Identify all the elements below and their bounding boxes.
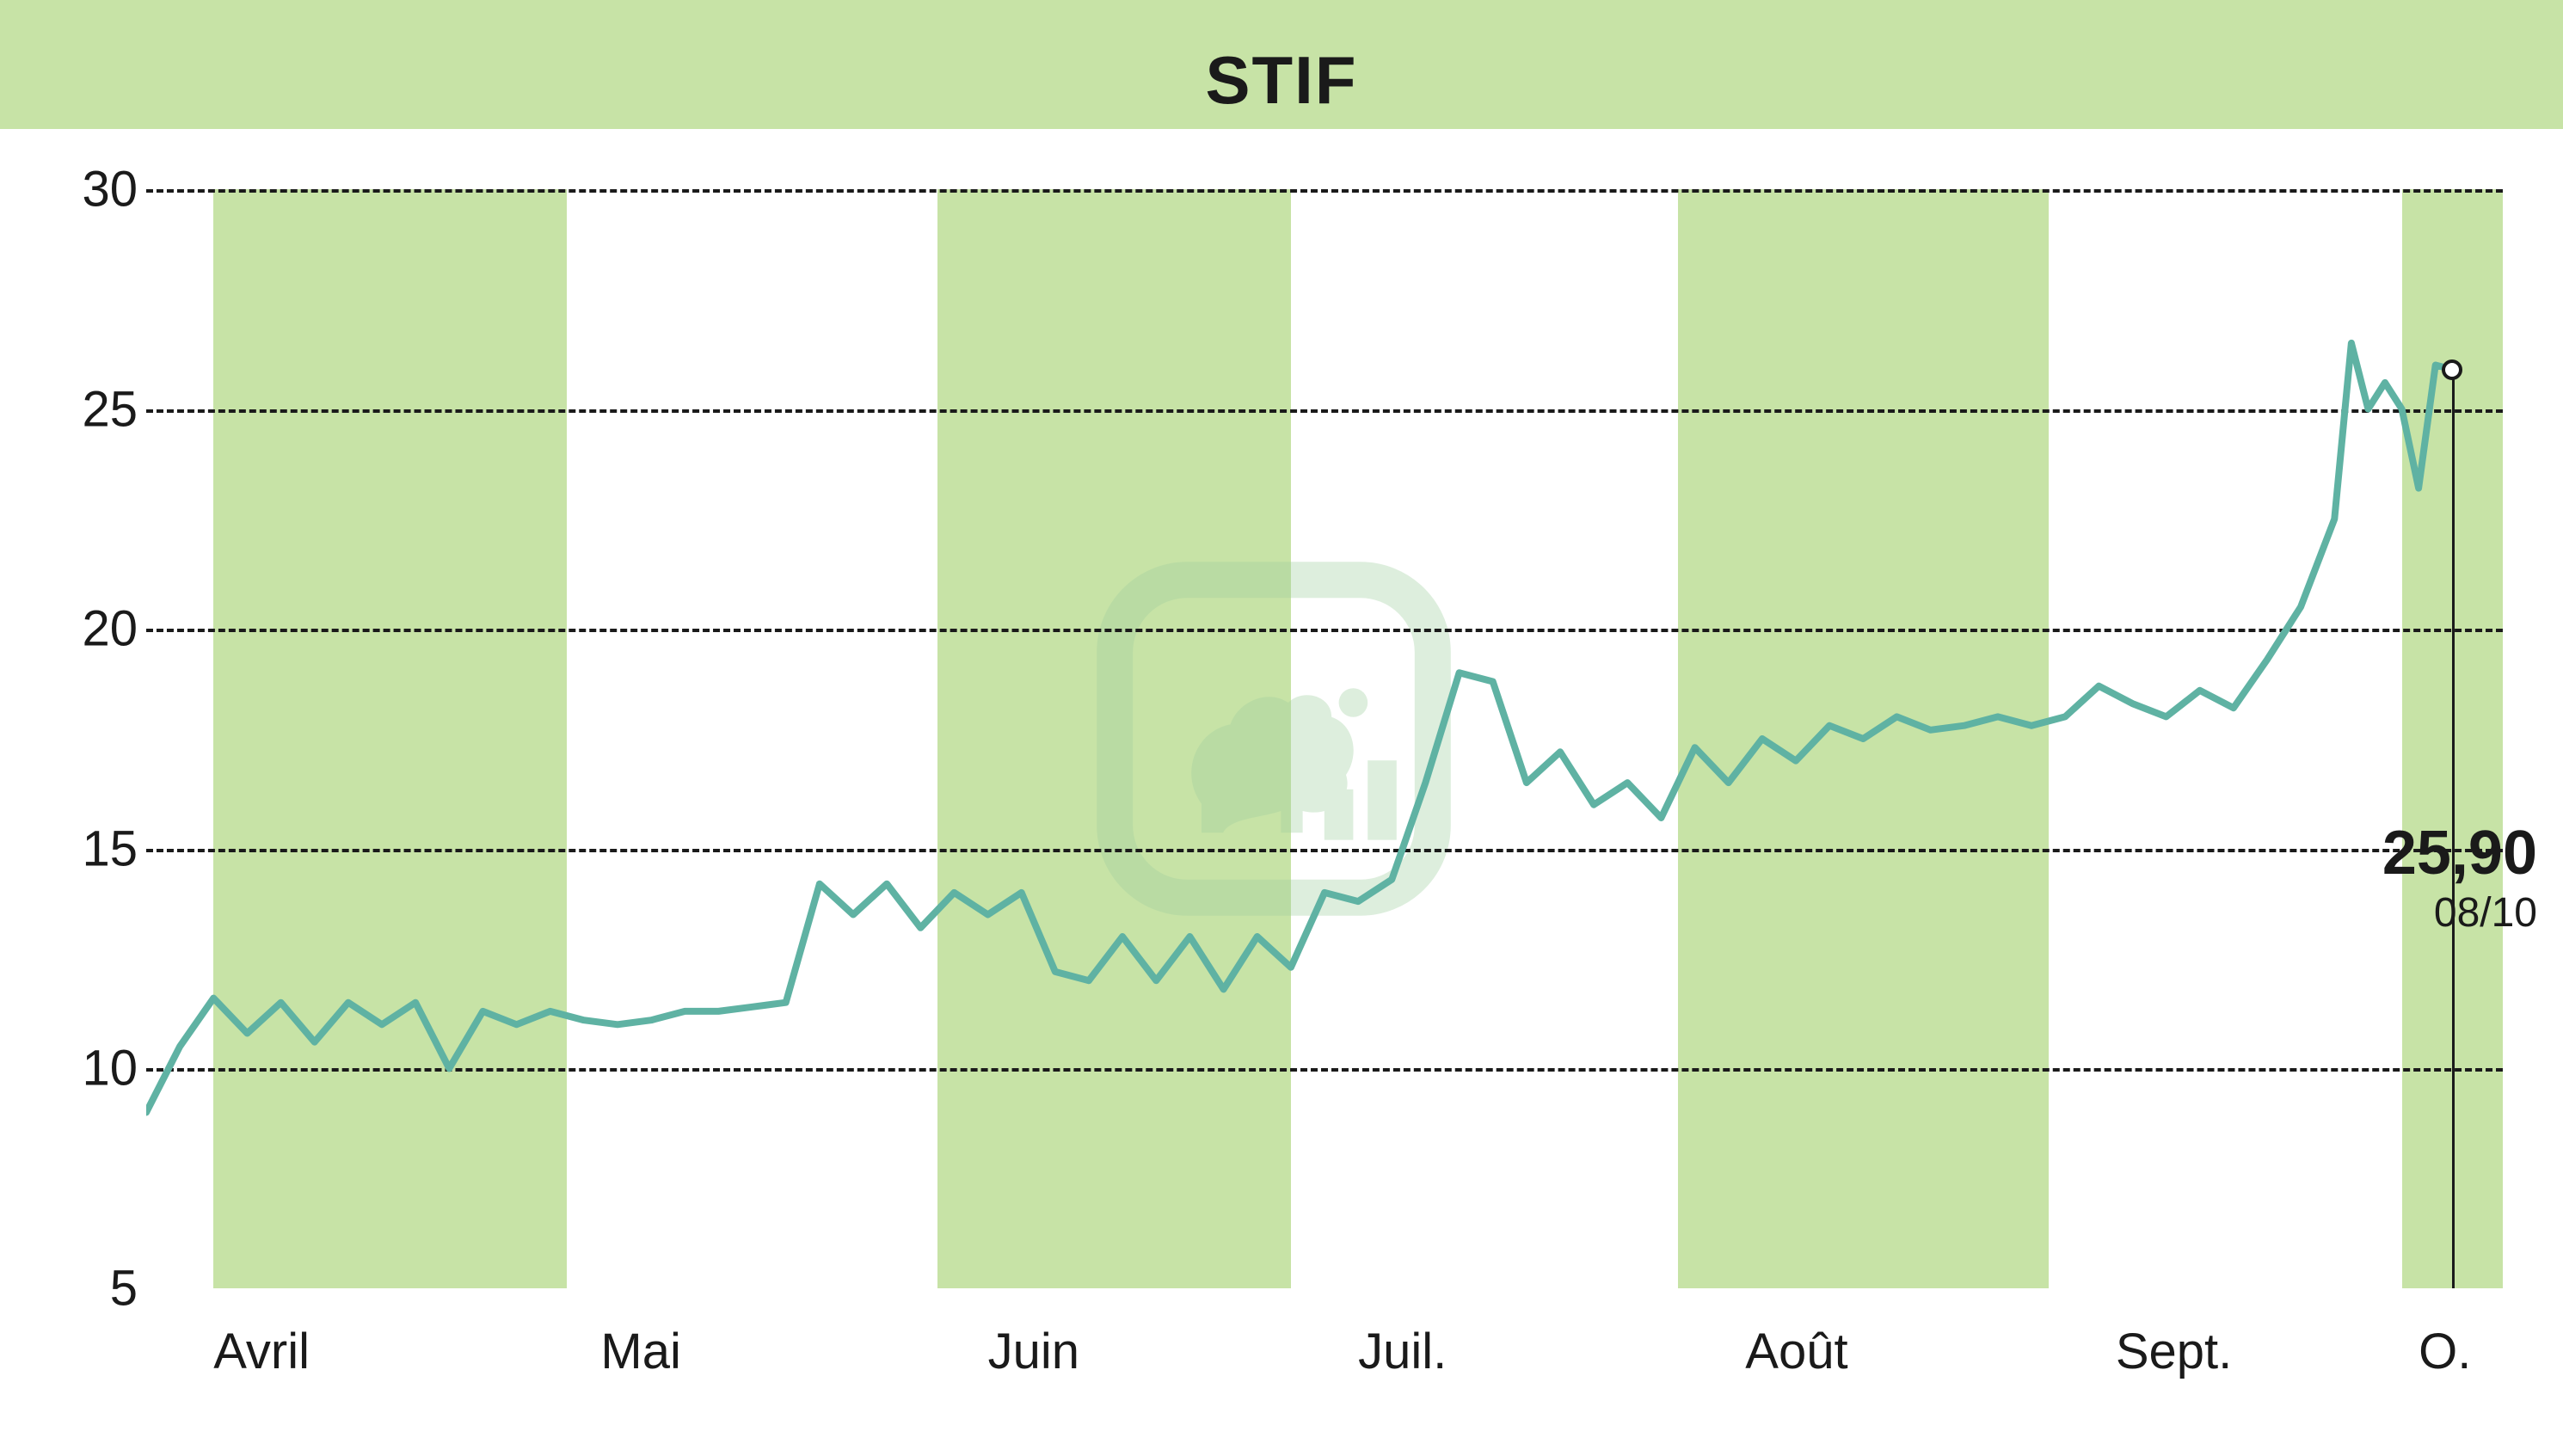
y-axis-label: 15 [39,820,138,877]
callout-value: 25,90 [2382,818,2537,888]
title-bar: STIF [0,0,2563,129]
y-axis-label: 30 [39,161,138,218]
x-axis-label: Mai [600,1323,680,1380]
end-marker [2442,359,2462,380]
callout-date: 08/10 [2434,889,2537,937]
x-axis-label: Sept. [2116,1323,2232,1380]
chart-title: STIF [1206,42,1358,118]
y-axis-label: 25 [39,380,138,438]
price-line [146,189,2503,1288]
y-axis-label: 5 [39,1260,138,1318]
y-axis-label: 10 [39,1040,138,1097]
y-axis-label: 20 [39,600,138,658]
x-axis-label: Juil. [1358,1323,1447,1380]
x-axis-label: Avril [213,1323,310,1380]
x-axis-label: Août [1745,1323,1847,1380]
chart-plot-area [146,189,2503,1288]
x-axis-label: Juin [988,1323,1079,1380]
x-axis-label: O. [2419,1323,2471,1380]
